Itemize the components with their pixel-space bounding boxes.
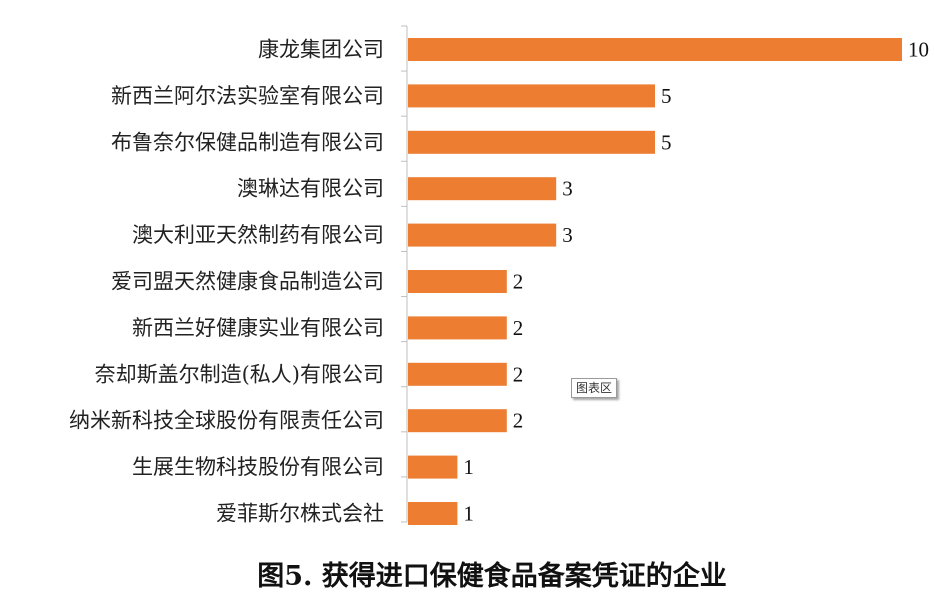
bar[interactable] [408,316,507,340]
category-label: 澳大利亚天然制药有限公司 [132,223,384,247]
data-label: 5 [661,84,672,108]
bar[interactable] [408,223,557,247]
data-label: 1 [463,455,474,479]
bar[interactable] [408,130,655,154]
data-label: 2 [513,409,524,433]
category-label: 奈却斯盖尔制造(私人)有限公司 [95,362,384,386]
data-label: 3 [562,223,573,247]
data-label: 10 [908,38,929,62]
bar[interactable] [408,409,507,433]
category-label: 澳琳达有限公司 [237,177,384,201]
category-label: 布鲁奈尔保健品制造有限公司 [111,130,384,154]
chart-area[interactable]: 康龙集团公司 10 新西兰阿尔法实验室有限公司 5 布鲁奈尔保健品制造有限公司 5 澳琳达有… [0,0,934,545]
chart-area-tooltip: 图表区 [571,378,618,398]
data-label: 1 [463,502,474,526]
data-label: 2 [513,316,524,340]
figure-caption: 图5. 获得进口保健食品备案凭证的企业 [257,561,727,592]
bar[interactable] [408,270,507,293]
category-label: 生展生物科技股份有限公司 [132,455,384,479]
bar[interactable] [408,38,902,61]
category-label: 纳米新科技全球股份有限责任公司 [69,409,384,433]
bar[interactable] [408,502,458,525]
category-label: 康龙集团公司 [258,38,384,62]
category-label: 新西兰好健康实业有限公司 [132,316,384,340]
category-label: 新西兰阿尔法实验室有限公司 [111,84,384,108]
data-label: 2 [513,270,524,294]
category-label: 爱司盟天然健康食品制造公司 [111,270,384,294]
data-label: 5 [661,130,672,154]
data-label: 2 [513,362,524,386]
bar[interactable] [408,177,557,201]
data-label: 3 [562,177,573,201]
bar[interactable] [408,84,655,108]
bar[interactable] [408,362,507,386]
bar-chart: 康龙集团公司 10 新西兰阿尔法实验室有限公司 5 布鲁奈尔保健品制造有限公司 5 澳琳达有… [69,25,929,526]
bar[interactable] [408,455,458,479]
category-label: 爱菲斯尔株式会社 [216,502,384,526]
